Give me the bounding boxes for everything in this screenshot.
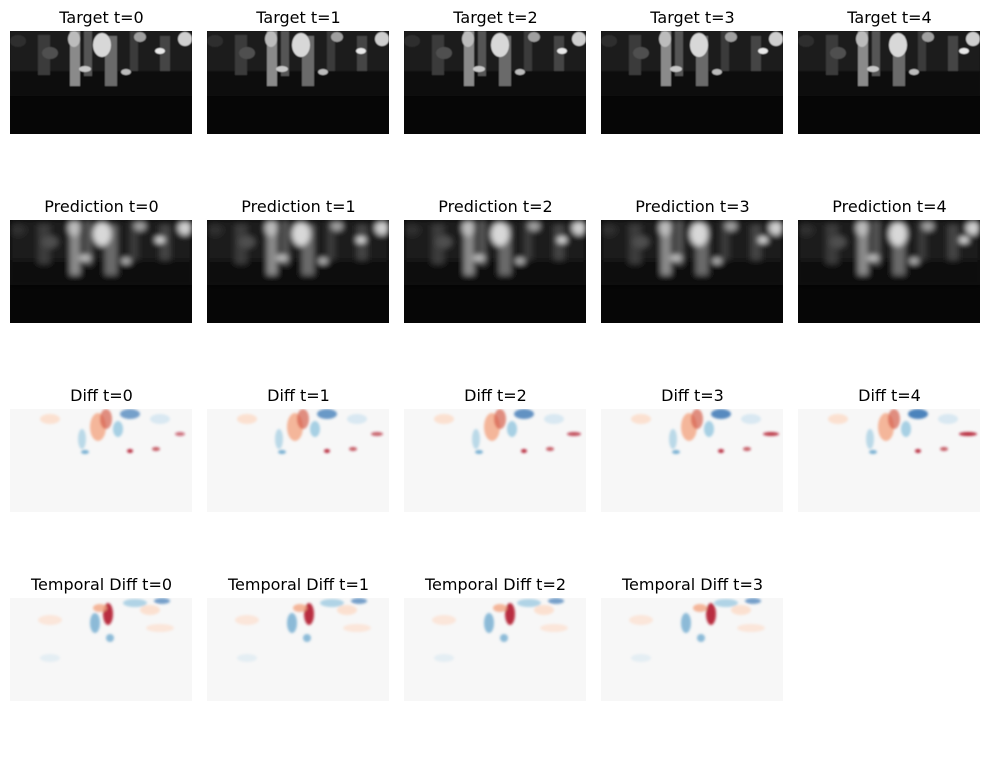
target-heatmap: [798, 31, 980, 134]
target-heatmap: [601, 31, 783, 134]
diff-heatmap: [207, 409, 389, 512]
temporal-diff-panel: Temporal Diff t=3: [601, 574, 784, 704]
panel-title: Target t=3: [650, 8, 735, 27]
target-panel: Target t=3: [601, 7, 784, 137]
panel-title: Diff t=3: [661, 386, 724, 405]
panel-title: Diff t=0: [70, 386, 133, 405]
temporal-diff-heatmap: [404, 598, 586, 701]
panel-title: Prediction t=2: [438, 197, 553, 216]
panel-title: Temporal Diff t=2: [424, 575, 567, 594]
prediction-heatmap: [207, 220, 389, 323]
prediction-panel: Prediction t=1: [207, 196, 390, 326]
panel-title: Target t=1: [256, 8, 341, 27]
diff-panel: Diff t=4: [798, 385, 981, 515]
temporal-diff-panel: Temporal Diff t=1: [207, 574, 390, 704]
prediction-heatmap: [404, 220, 586, 323]
temporal-diff-panel: Temporal Diff t=0: [10, 574, 193, 704]
target-panel: Target t=1: [207, 7, 390, 137]
prediction-panel: Prediction t=2: [404, 196, 587, 326]
temporal-diff-heatmap: [601, 598, 783, 701]
prediction-panel: Prediction t=3: [601, 196, 784, 326]
diff-heatmap: [601, 409, 783, 512]
panel-title: Target t=0: [59, 8, 144, 27]
prediction-panel: Prediction t=0: [10, 196, 193, 326]
panel-title: Prediction t=1: [241, 197, 356, 216]
panel-title: Temporal Diff t=1: [227, 575, 370, 594]
temporal-diff-heatmap: [207, 598, 389, 701]
diff-heatmap: [404, 409, 586, 512]
panel-title: Diff t=2: [464, 386, 527, 405]
panel-title: Prediction t=3: [635, 197, 750, 216]
panel-title: Temporal Diff t=3: [621, 575, 764, 594]
prediction-panel: Prediction t=4: [798, 196, 981, 326]
prediction-heatmap: [798, 220, 980, 323]
diff-heatmap: [798, 409, 980, 512]
target-heatmap: [10, 31, 192, 134]
target-heatmap: [207, 31, 389, 134]
diff-panel: Diff t=1: [207, 385, 390, 515]
temporal-diff-heatmap: [10, 598, 192, 701]
panel-title: Prediction t=4: [832, 197, 947, 216]
panel-title: Diff t=4: [858, 386, 921, 405]
prediction-heatmap: [10, 220, 192, 323]
panel-title: Temporal Diff t=0: [30, 575, 173, 594]
panel-title: Prediction t=0: [44, 197, 159, 216]
panel-title: Target t=4: [847, 8, 932, 27]
panel-title: Target t=2: [453, 8, 538, 27]
diff-heatmap: [10, 409, 192, 512]
prediction-heatmap: [601, 220, 783, 323]
temporal-diff-panel: Temporal Diff t=2: [404, 574, 587, 704]
diff-panel: Diff t=2: [404, 385, 587, 515]
target-heatmap: [404, 31, 586, 134]
target-panel: Target t=0: [10, 7, 193, 137]
panel-title: Diff t=1: [267, 386, 330, 405]
target-panel: Target t=2: [404, 7, 587, 137]
diff-panel: Diff t=3: [601, 385, 784, 515]
target-panel: Target t=4: [798, 7, 981, 137]
diff-panel: Diff t=0: [10, 385, 193, 515]
